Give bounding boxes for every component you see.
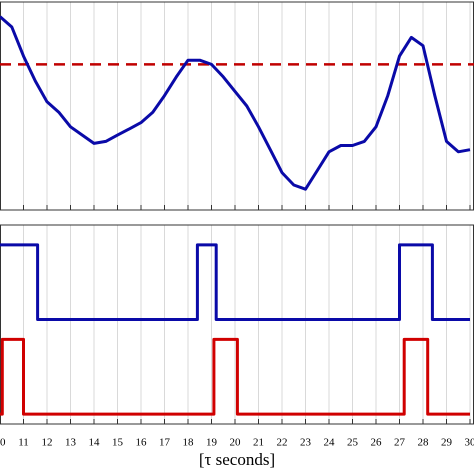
line-series — [0, 337, 470, 416]
x-tick-label: 26 — [371, 437, 383, 449]
x-tick-label: 17 — [159, 437, 171, 449]
x-tick-label: 18 — [183, 437, 195, 449]
line-series — [0, 243, 470, 321]
x-tick-label: 30 — [465, 437, 474, 449]
x-tick-label: 29 — [441, 437, 453, 449]
x-tick-label: 16 — [136, 437, 148, 449]
x-tick-label: 14 — [89, 437, 101, 449]
x-tick-label: 23 — [300, 437, 312, 449]
x-tick-label: 19 — [206, 437, 218, 449]
plot-frame — [0, 1, 474, 211]
x-tick-label: 21 — [253, 437, 264, 449]
x-tick-label: 27 — [394, 437, 406, 449]
x-tick-label: 13 — [65, 437, 77, 449]
x-tick-label: 28 — [418, 437, 430, 449]
x-tick-label: 11 — [18, 437, 29, 449]
x-axis-label: [τ seconds] — [199, 450, 275, 469]
x-tick-label: 15 — [112, 437, 124, 449]
line-series — [0, 15, 471, 191]
x-tick-label: 22 — [277, 437, 288, 449]
x-tick-label: 24 — [324, 437, 336, 449]
x-tick-label: 10 — [0, 437, 6, 449]
x-tick-label: 12 — [42, 437, 53, 449]
x-tick-label: 25 — [347, 437, 359, 449]
x-tick-label: 20 — [230, 437, 242, 449]
